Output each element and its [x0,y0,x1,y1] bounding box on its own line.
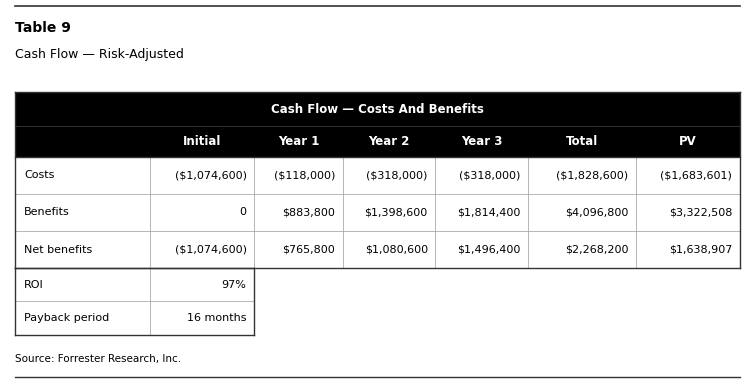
Text: ($1,074,600): ($1,074,600) [174,244,247,254]
Text: $3,322,508: $3,322,508 [669,208,732,218]
Text: Benefits: Benefits [24,208,70,218]
Text: $883,800: $883,800 [282,208,335,218]
Text: Total: Total [565,135,598,148]
Text: $1,398,600: $1,398,600 [365,208,428,218]
Text: Year 1: Year 1 [278,135,319,148]
Text: ($118,000): ($118,000) [274,171,335,181]
Text: ROI: ROI [24,280,44,290]
Text: ($318,000): ($318,000) [459,171,520,181]
Text: $4,096,800: $4,096,800 [565,208,628,218]
Text: Cash Flow — Risk-Adjusted: Cash Flow — Risk-Adjusted [15,48,184,61]
Bar [15,157,740,194]
Text: $765,800: $765,800 [282,244,335,254]
Text: ($1,074,600): ($1,074,600) [174,171,247,181]
Text: $1,080,600: $1,080,600 [365,244,428,254]
Text: $2,268,200: $2,268,200 [565,244,628,254]
Text: Year 2: Year 2 [368,135,410,148]
Text: 16 months: 16 months [187,313,247,323]
Text: $1,638,907: $1,638,907 [669,244,732,254]
Bar [15,126,740,157]
Text: Table 9: Table 9 [15,21,71,35]
Text: PV: PV [679,135,697,148]
Text: Net benefits: Net benefits [24,244,92,254]
Bar [15,194,740,231]
Text: ($1,683,601): ($1,683,601) [661,171,732,181]
Text: Year 3: Year 3 [461,135,502,148]
Text: $1,814,400: $1,814,400 [457,208,520,218]
Bar [15,92,740,126]
Text: ($318,000): ($318,000) [366,171,428,181]
Text: ($1,828,600): ($1,828,600) [556,171,628,181]
Text: 97%: 97% [222,280,247,290]
Text: Payback period: Payback period [24,313,109,323]
Text: Source: Forrester Research, Inc.: Source: Forrester Research, Inc. [15,354,181,364]
Bar [15,231,740,268]
Text: 0: 0 [239,208,247,218]
Text: $1,496,400: $1,496,400 [457,244,520,254]
Text: Costs: Costs [24,171,54,181]
Text: Initial: Initial [183,135,221,148]
Bar [15,268,254,301]
Bar [15,301,254,335]
Text: Cash Flow — Costs And Benefits: Cash Flow — Costs And Benefits [271,103,484,115]
